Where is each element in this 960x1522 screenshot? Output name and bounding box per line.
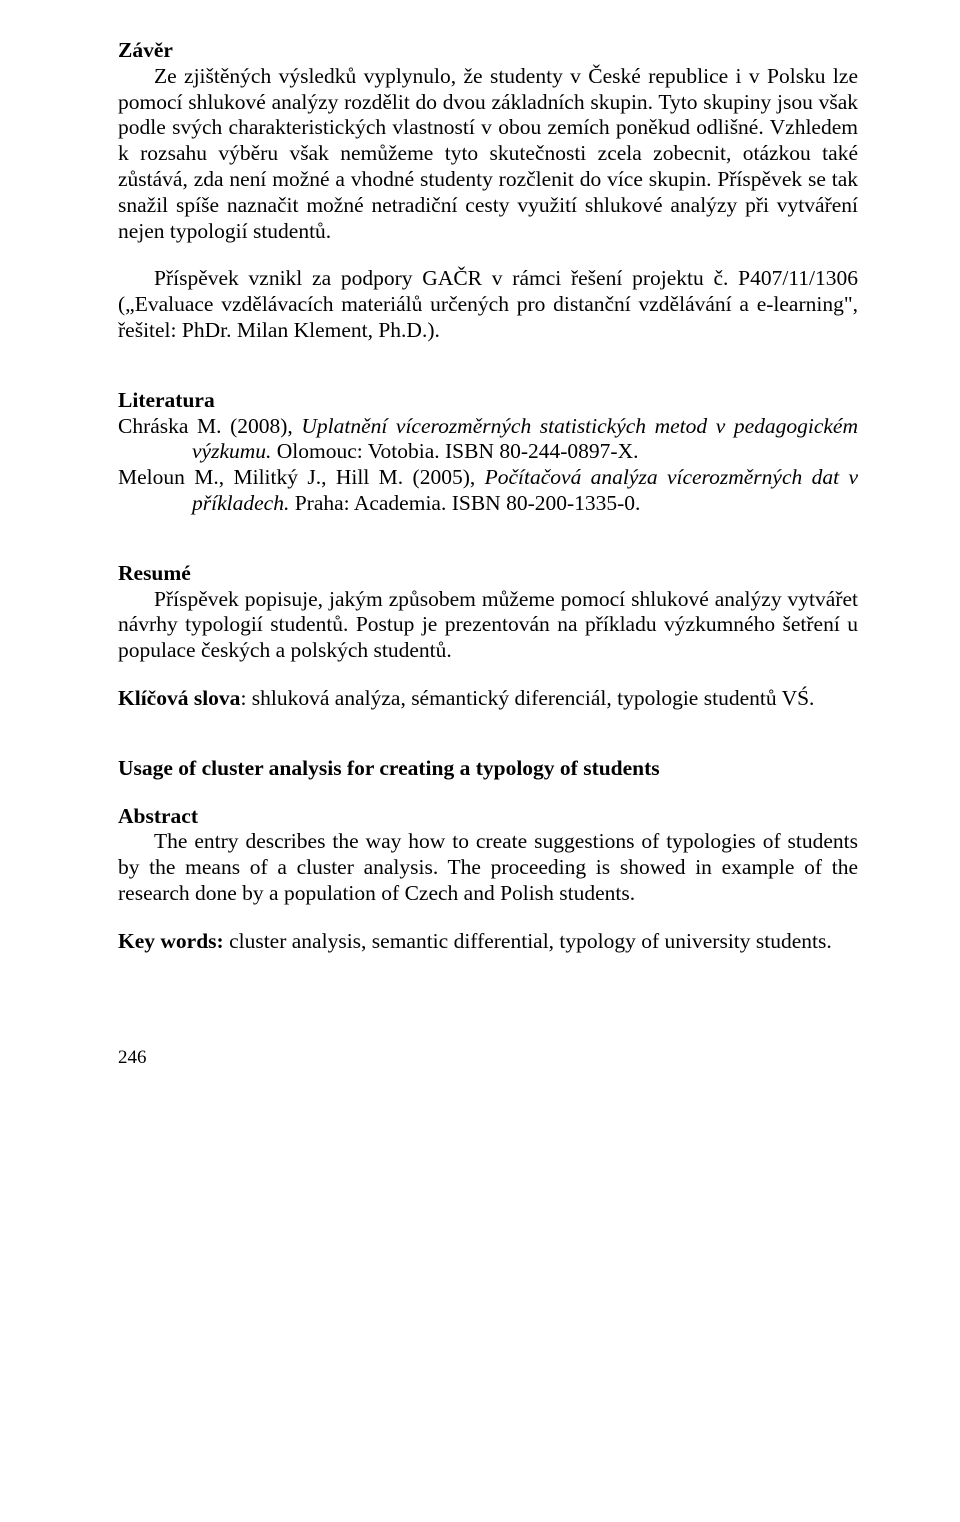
ref2-rest: Praha: Academia. ISBN 80-200-1335-0. (289, 491, 640, 515)
ref1-authors: Chráska M. (2008), (118, 414, 301, 438)
keywords-cs-line: Klíčová slova: shluková analýza, sémanti… (118, 686, 858, 712)
reference-2: Meloun M., Militký J., Hill M. (2005), P… (118, 465, 858, 517)
spacer (118, 907, 858, 929)
paragraph-resume: Příspěvek popisuje, jakým způsobem můžem… (118, 587, 858, 664)
document-page: Závěr Ze zjištěných výsledků vyplynulo, … (0, 0, 960, 1522)
spacer (118, 244, 858, 266)
reference-1: Chráska M. (2008), Uplatnění vícerozměrn… (118, 414, 858, 466)
heading-zaver: Závěr (118, 38, 858, 64)
keywords-cs-text: : shluková analýza, sémantický diferenci… (240, 686, 814, 710)
ref2-authors: Meloun M., Militký J., Hill M. (2005), (118, 465, 485, 489)
heading-resume: Resumé (118, 561, 858, 587)
heading-abstract: Abstract (118, 804, 858, 830)
spacer (118, 517, 858, 561)
keywords-en-text: cluster analysis, semantic differential,… (224, 929, 832, 953)
english-title: Usage of cluster analysis for creating a… (118, 756, 858, 782)
ref1-rest: Olomouc: Votobia. ISBN 80-244-0897-X. (271, 439, 638, 463)
keywords-cs-label: Klíčová slova (118, 686, 240, 710)
spacer (118, 782, 858, 804)
spacer (118, 344, 858, 388)
heading-literatura: Literatura (118, 388, 858, 414)
paragraph-zaver-2: Příspěvek vznikl za podpory GAČR v rámci… (118, 266, 858, 343)
page-number: 246 (118, 1047, 858, 1070)
paragraph-abstract: The entry describes the way how to creat… (118, 829, 858, 906)
paragraph-zaver-1: Ze zjištěných výsledků vyplynulo, že stu… (118, 64, 858, 245)
keywords-en-line: Key words: cluster analysis, semantic di… (118, 929, 858, 955)
keywords-en-label: Key words: (118, 929, 224, 953)
spacer (118, 664, 858, 686)
spacer (118, 712, 858, 756)
